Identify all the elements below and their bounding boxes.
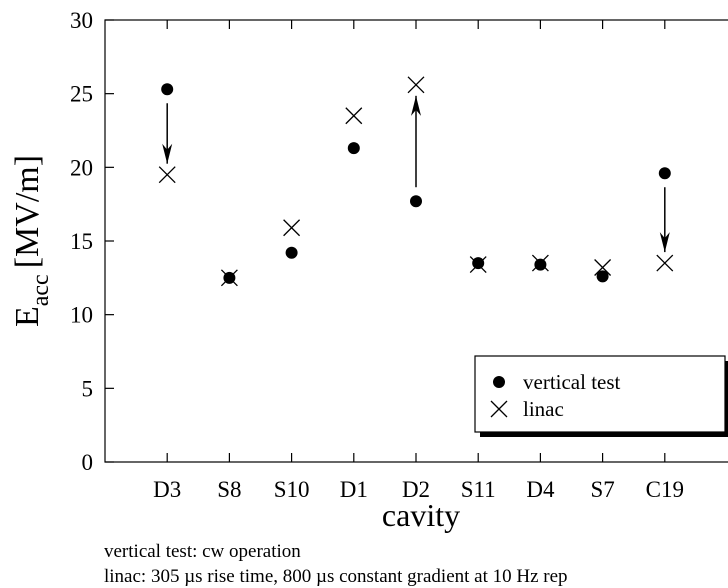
point xyxy=(656,254,674,272)
note: linac: 305 µs rise time, 800 µs constant… xyxy=(104,566,568,587)
x-tick-label: D2 xyxy=(402,477,430,502)
arrow-head xyxy=(411,95,421,116)
x-tick-label: C19 xyxy=(646,477,684,502)
y-tick-label: 25 xyxy=(70,82,93,107)
arrow-head xyxy=(162,143,173,164)
legend-label: linac xyxy=(523,397,564,421)
point xyxy=(534,258,547,271)
point xyxy=(658,167,671,180)
point xyxy=(469,256,487,274)
point xyxy=(596,270,609,283)
note: vertical test: cw operation xyxy=(104,541,301,562)
point xyxy=(283,219,301,237)
point xyxy=(472,257,485,270)
x-axis-label: cavity xyxy=(382,497,460,533)
y-tick-label: 10 xyxy=(70,303,93,328)
point xyxy=(285,246,298,259)
y-tick-label: 30 xyxy=(70,8,93,33)
arrow-head xyxy=(659,232,670,253)
point xyxy=(158,166,176,184)
x-tick-label: D3 xyxy=(153,477,181,502)
y-axis-label: Eacc [MV/m] xyxy=(9,155,54,327)
point xyxy=(493,376,505,388)
point xyxy=(594,259,612,276)
y-label-sub: acc xyxy=(28,274,54,306)
x-tick-label: S8 xyxy=(217,477,241,502)
point xyxy=(490,400,508,418)
y-tick-label: 0 xyxy=(82,450,94,475)
point xyxy=(531,254,549,272)
x-tick-label: D1 xyxy=(340,477,368,502)
x-tick-label: S10 xyxy=(274,477,310,502)
y-tick-label: 20 xyxy=(70,155,93,180)
point xyxy=(410,195,422,208)
y-tick-label: 5 xyxy=(82,376,94,401)
point xyxy=(407,76,425,94)
y-label-main: E xyxy=(9,306,46,327)
point xyxy=(220,269,238,287)
x-tick-label: S7 xyxy=(590,477,614,502)
point xyxy=(161,83,174,96)
y-axis-label-text: Eacc [MV/m] xyxy=(9,155,54,327)
legend-box xyxy=(474,355,726,433)
x-tick-label: S11 xyxy=(461,477,496,502)
y-label-unit: [MV/m] xyxy=(9,155,46,268)
point xyxy=(347,142,360,155)
point xyxy=(345,107,363,125)
y-tick-label: 15 xyxy=(70,229,93,254)
x-tick-label: D4 xyxy=(526,477,555,502)
legend-label: vertical test xyxy=(523,370,621,394)
